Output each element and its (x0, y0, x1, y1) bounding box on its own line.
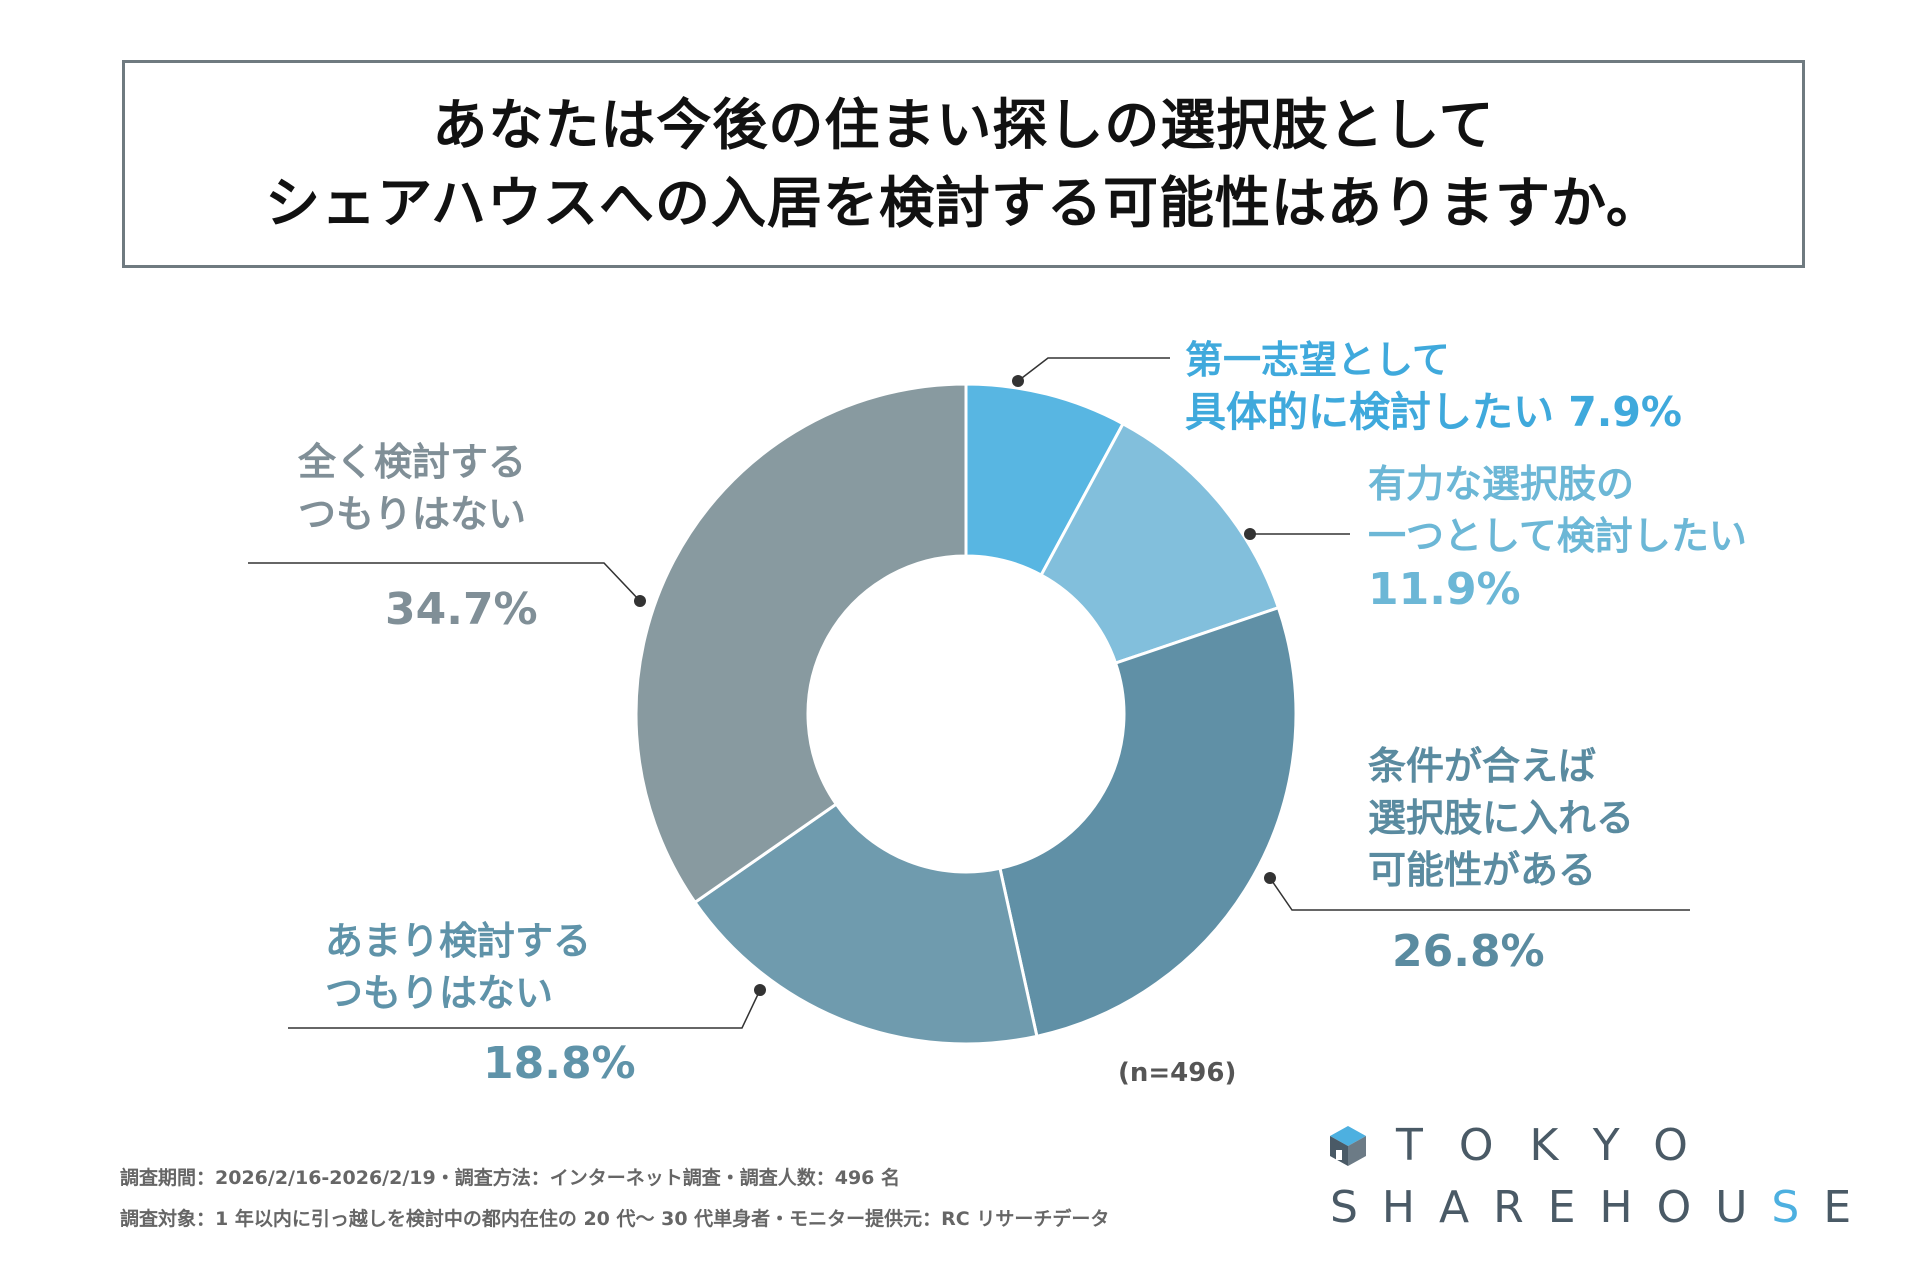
label-2-value: 26.8% (1392, 926, 1545, 977)
label-4-line-2: つもりはない (298, 492, 527, 536)
label-1-line-1: 有力な選択肢の (1368, 462, 1635, 506)
leader-dot-0 (1012, 375, 1024, 387)
title-line-1: あなたは今後の住まい探しの選択肢として (432, 93, 1495, 157)
label-1-value: 11.9% (1368, 564, 1521, 615)
leader-dot-4 (634, 595, 646, 607)
footer-line-1: 調査期間：2026/2/16-2026/2/19・調査方法：インターネット調査・… (120, 1167, 901, 1189)
leader-line-4 (248, 562, 641, 602)
logo-word-sharehouse-a: SHAREHOU (1330, 1182, 1772, 1233)
leader-dot-2 (1264, 872, 1276, 884)
label-slice-0: 第一志望として 具体的に検討したい 7.9% (1185, 334, 1682, 438)
leader-line-0 (1017, 357, 1170, 382)
label-2-line-1: 条件が合えば (1368, 744, 1597, 788)
label-3-value: 18.8% (483, 1038, 636, 1089)
label-1-line-2: 一つとして検討したい (1368, 514, 1747, 558)
logo-word-tokyo: TOKYO (1396, 1120, 1724, 1171)
donut-slice-3 (692, 802, 1039, 1046)
donut-slice-1 (1039, 421, 1281, 666)
label-slice-2: 条件が合えば 選択肢に入れる 可能性がある (1368, 740, 1634, 896)
label-slice-4: 全く検討する つもりはない (298, 436, 526, 540)
sample-size-note: (n=496) (1118, 1058, 1237, 1088)
title-box: あなたは今後の住まい探しの選択肢として シェアハウスへの入居を検討する可能性はあ… (122, 60, 1805, 268)
label-0-line-1: 第一志望として (1185, 338, 1450, 382)
leader-line-2 (1269, 877, 1690, 911)
title-line-2: シェアハウスへの入居を検討する可能性はありますか。 (265, 171, 1662, 235)
footer-line-2: 調査対象：1 年以内に引っ越しを検討中の都内在住の 20 代〜 30 代単身者・… (120, 1208, 1110, 1230)
donut-slice-4 (634, 382, 968, 905)
logo-word-sharehouse-s: S (1771, 1182, 1824, 1233)
label-4-line-1: 全く検討する (298, 440, 527, 484)
label-slice-3: あまり検討する つもりはない (325, 915, 591, 1019)
logo-top-row: TOKYO (1328, 1120, 1724, 1171)
house-cube-logo-icon (1330, 1125, 1366, 1166)
leader-dot-3 (754, 984, 766, 996)
leader-line-3 (288, 989, 761, 1029)
logo-word-sharehouse: SHAREHOUSE (1330, 1182, 1875, 1233)
label-2-line-2: 選択肢に入れる (1368, 796, 1635, 840)
leader-dot-1 (1244, 528, 1256, 540)
label-2-line-3: 可能性がある (1368, 848, 1597, 892)
donut-slice-2 (998, 605, 1298, 1039)
logo-word-sharehouse-e: E (1823, 1182, 1876, 1233)
label-slice-1: 有力な選択肢の 一つとして検討したい 11.9% (1368, 458, 1747, 618)
label-3-line-1: あまり検討する (325, 919, 592, 963)
label-4-value: 34.7% (385, 584, 538, 635)
label-3-line-2: つもりはない (325, 971, 554, 1015)
label-0-line-2: 具体的に検討したい 7.9% (1185, 388, 1682, 436)
